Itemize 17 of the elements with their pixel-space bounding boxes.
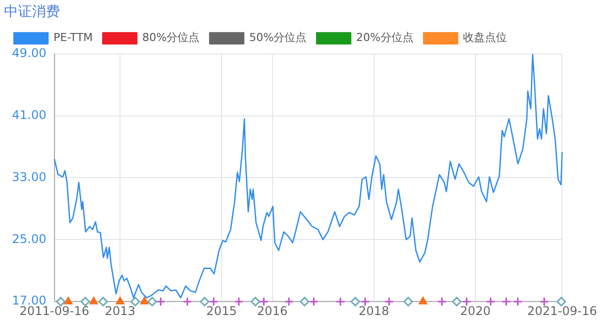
legend-label: 80%分位点 (142, 31, 200, 44)
x-tick-label: 2011-09-16 (19, 304, 90, 318)
x-tick-label: 2021-09-16 (527, 304, 598, 318)
x-tick-label: 2016 (257, 304, 288, 318)
legend-label: 50%分位点 (249, 31, 307, 44)
y-tick-label: 25.00 (12, 232, 46, 246)
y-tick-label: 41.00 (12, 108, 46, 122)
legend-label: 收盘点位 (463, 31, 508, 44)
x-tick-label: 2020 (460, 304, 491, 318)
chart-title: 中证消费 (4, 4, 60, 20)
y-tick-label: 33.00 (12, 170, 46, 184)
x-tick-label: 2018 (358, 304, 390, 318)
y-tick-label: 49.00 (12, 46, 46, 60)
legend-label: PE-TTM (54, 31, 93, 44)
x-tick-label: 2013 (104, 304, 136, 318)
x-tick-label: 2015 (206, 304, 237, 318)
legend-label: 20%分位点 (356, 31, 414, 44)
